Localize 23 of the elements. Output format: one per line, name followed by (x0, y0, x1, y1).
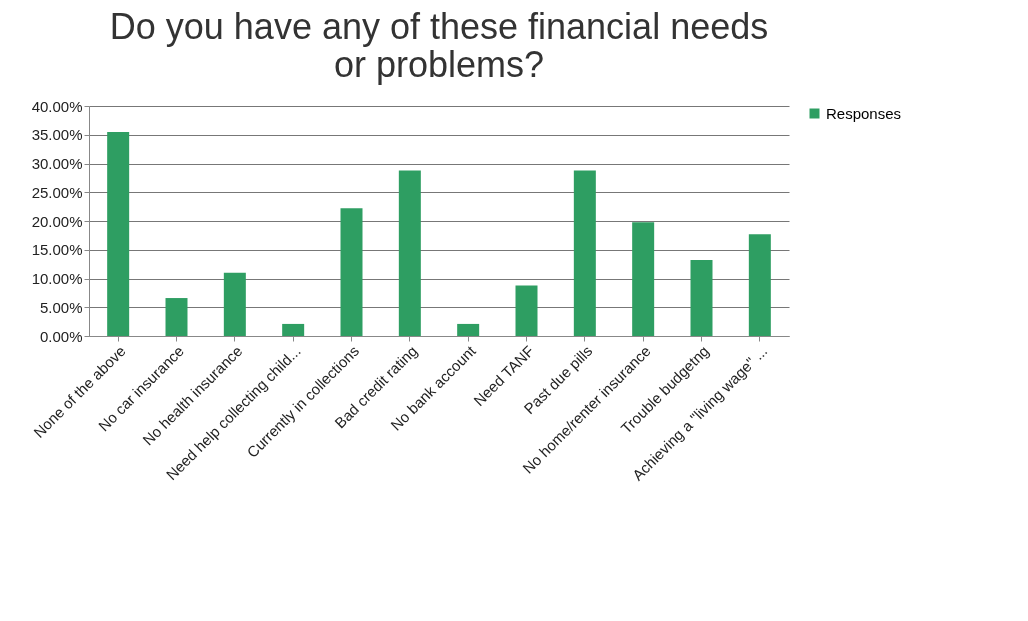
bar (165, 298, 188, 336)
y-tick-label: 15.00% (31, 241, 83, 259)
y-tick-label: 25.00% (31, 183, 83, 201)
bar (457, 323, 480, 336)
bar (515, 285, 538, 336)
bar (340, 208, 363, 336)
y-tick-label: 40.00% (31, 97, 83, 115)
legend-label: Responses (826, 104, 902, 122)
y-tick-label: 20.00% (31, 212, 83, 230)
y-tick-label: 35.00% (31, 126, 83, 144)
y-tick-label: 10.00% (31, 270, 83, 287)
bar (632, 222, 655, 336)
y-tick-label: 5.00% (39, 298, 83, 316)
text: Do you have any of these financial needs (109, 6, 769, 47)
bar (690, 260, 713, 336)
bar (748, 234, 771, 336)
bar (223, 272, 246, 336)
bar (398, 170, 421, 336)
bar (573, 170, 596, 336)
y-tick-label: 0.00% (39, 327, 83, 345)
y-tick-label: 30.00% (31, 155, 83, 172)
bar (282, 323, 305, 336)
bar (107, 131, 130, 336)
